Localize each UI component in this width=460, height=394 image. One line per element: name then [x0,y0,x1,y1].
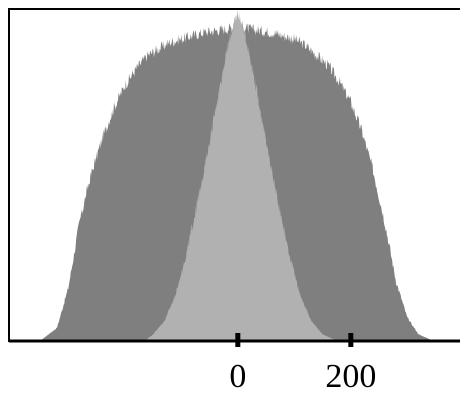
x-tick-label: 200 [325,358,376,394]
series-area-2 [144,9,343,342]
series-layer [40,9,433,342]
x-tick-mark [235,333,241,347]
x-tick-label: 0 [229,358,246,394]
x-tick-mark [348,333,354,347]
x-ticks: 0 200 [229,333,376,394]
